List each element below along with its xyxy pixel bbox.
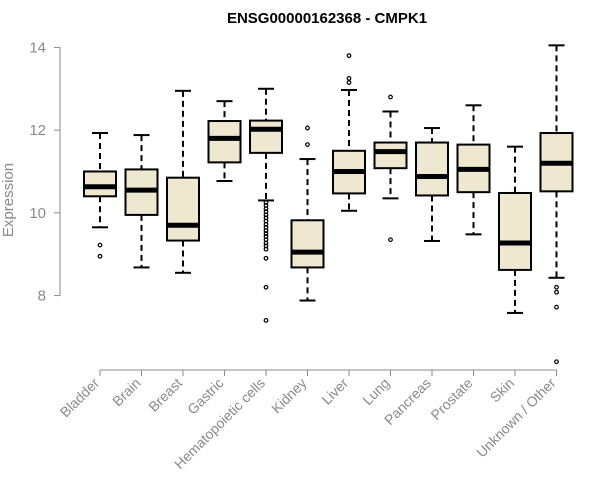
box-rect [249, 119, 283, 154]
outlier-point [97, 242, 103, 248]
x-tick-label-2: Breast [145, 375, 185, 415]
outlier-point [554, 304, 559, 310]
box-rect [498, 191, 532, 271]
chart-title: ENSG00000162368 - CMPK1 [227, 10, 427, 27]
outlier-point [263, 228, 269, 234]
outlier-point [388, 94, 393, 100]
box-0 [83, 132, 117, 259]
outlier-point [263, 317, 269, 323]
box-11 [539, 44, 574, 365]
box-7 [373, 94, 408, 243]
outlier-point [263, 212, 269, 218]
box-9 [456, 104, 491, 236]
box-10 [498, 145, 532, 314]
outlier-point [263, 231, 269, 236]
box-2 [166, 89, 200, 274]
box-rect [83, 170, 117, 198]
outlier-point [263, 200, 269, 205]
outlier-point [346, 80, 352, 85]
x-tick-label-1: Brain [109, 375, 143, 409]
outlier-point [554, 284, 559, 290]
outlier-point [97, 253, 103, 259]
box-5 [290, 125, 325, 302]
box-1 [124, 134, 159, 269]
x-tick-label-11: Unknown / Other [473, 375, 559, 461]
outlier-point [263, 206, 269, 212]
box-rect [415, 141, 449, 197]
outlier-point [263, 246, 269, 252]
outlier-point [305, 125, 310, 131]
outlier-point [263, 255, 269, 261]
outlier-point [263, 222, 269, 227]
y-axis: 8 10 12 14 [29, 39, 61, 305]
box-4 [249, 87, 283, 323]
box-6 [332, 53, 366, 212]
box-rect [166, 176, 200, 242]
x-tick-label-6: Liver [318, 375, 351, 408]
outlier-point [388, 237, 393, 243]
x-tick-label-9: Prostate [427, 375, 475, 423]
y-tick-label-1: 10 [29, 205, 46, 222]
box-3 [207, 100, 242, 182]
outlier-point [554, 359, 559, 365]
box-8 [415, 127, 449, 242]
y-tick-label-2: 12 [29, 122, 46, 139]
box-rect [207, 120, 242, 164]
outlier-point [305, 142, 310, 147]
x-tick-label-10: Skin [487, 375, 518, 406]
x-tick-label-7: Lung [359, 375, 392, 408]
y-tick-label-3: 14 [29, 39, 46, 56]
box-group [83, 44, 574, 365]
outlier-point [263, 284, 269, 290]
y-tick-label-0: 8 [38, 288, 46, 305]
x-tick-label-5: Kidney [268, 375, 310, 417]
outlier-point [554, 289, 559, 295]
outlier-point [263, 240, 269, 246]
y-axis-label: Expression [0, 163, 17, 237]
box-rect [290, 219, 325, 269]
x-tick-label-0: Bladder [57, 375, 103, 421]
outlier-point [346, 53, 352, 59]
outlier-point [346, 76, 352, 81]
box-rect [373, 141, 408, 170]
